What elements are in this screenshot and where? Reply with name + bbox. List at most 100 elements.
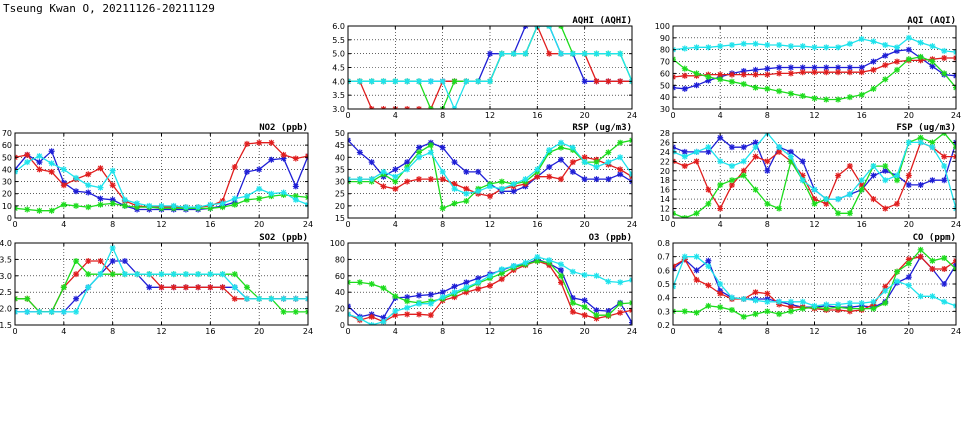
data-point <box>475 279 482 286</box>
data-point <box>97 271 104 278</box>
data-point <box>929 177 936 184</box>
data-point <box>681 163 688 170</box>
data-point <box>693 82 700 89</box>
data-point <box>870 163 877 170</box>
x-tick-label: 20 <box>254 220 264 229</box>
data-point <box>487 272 493 279</box>
chart-panel: AQI (AQI) 30 40 50 60 70 80 90 100 0 4 8 12 16 20 24 <box>655 16 961 120</box>
series-line <box>673 56 956 101</box>
data-point <box>219 200 226 207</box>
data-point <box>929 58 936 65</box>
y-tick-label: 80 <box>335 255 345 264</box>
y-tick-label: 30 <box>2 178 12 187</box>
data-point <box>752 71 759 78</box>
x-tick-label: 12 <box>156 327 166 336</box>
data-point <box>835 44 842 51</box>
data-point <box>546 147 553 153</box>
data-point <box>941 163 948 170</box>
data-point <box>280 308 287 315</box>
data-point <box>439 205 446 212</box>
data-point <box>705 257 712 264</box>
x-tick-label: 0 <box>345 111 350 120</box>
data-point <box>158 271 165 278</box>
data-point <box>416 144 422 151</box>
data-point <box>510 181 517 187</box>
series-group <box>673 133 956 218</box>
data-point <box>121 196 128 203</box>
data-point <box>617 139 624 146</box>
data-point <box>439 144 446 151</box>
data-point <box>558 176 564 183</box>
x-tick-label: 0 <box>345 327 350 336</box>
data-point <box>48 148 55 155</box>
data-point <box>776 70 783 77</box>
data-point <box>605 312 612 319</box>
data-point <box>48 160 55 167</box>
data-point <box>894 66 901 73</box>
data-point <box>498 50 505 57</box>
data-point <box>605 176 612 183</box>
data-point <box>36 166 43 173</box>
data-point <box>728 78 735 85</box>
data-point <box>776 88 783 95</box>
data-point <box>693 276 700 283</box>
y-tick-label: 12 <box>660 205 670 214</box>
data-point <box>752 66 759 73</box>
x-tick-label: 8 <box>440 220 445 229</box>
data-point <box>787 70 794 77</box>
y-tick-label: 40 <box>2 165 12 174</box>
y-tick-label: 60 <box>660 69 670 78</box>
series-group <box>348 137 632 212</box>
y-tick-label: 1.5 <box>0 321 12 330</box>
data-point <box>870 298 877 305</box>
x-tick-label: 16 <box>857 220 867 229</box>
data-point <box>121 202 128 209</box>
data-point <box>73 271 80 278</box>
data-point <box>231 164 238 170</box>
data-point <box>705 77 712 84</box>
data-point <box>617 78 624 85</box>
data-point <box>764 85 771 92</box>
data-point <box>48 308 55 315</box>
data-point <box>917 293 924 300</box>
data-point <box>121 271 128 278</box>
data-point <box>292 196 299 203</box>
data-point <box>439 294 446 301</box>
data-point <box>569 308 576 315</box>
data-point <box>693 267 700 274</box>
data-point <box>705 282 712 289</box>
data-point <box>764 167 771 174</box>
data-point <box>617 171 624 178</box>
data-point <box>256 195 263 202</box>
y-tick-label: 3.0 <box>0 272 12 281</box>
data-point <box>799 69 806 76</box>
data-point <box>581 78 588 85</box>
y-tick-label: 0.7 <box>657 253 670 262</box>
data-point <box>917 139 924 146</box>
data-point <box>558 261 564 268</box>
data-point <box>799 298 806 305</box>
data-point <box>717 205 724 212</box>
data-point <box>522 176 529 183</box>
data-point <box>292 183 299 190</box>
y-tick-label: 4.5 <box>332 64 345 73</box>
data-point <box>728 163 735 170</box>
data-point <box>243 140 250 147</box>
data-point <box>752 40 759 47</box>
data-point <box>705 186 712 193</box>
data-point <box>24 159 31 166</box>
data-point <box>498 266 505 273</box>
data-point <box>231 201 238 208</box>
data-point <box>617 50 624 57</box>
data-point <box>280 151 287 158</box>
data-point <box>882 283 889 290</box>
x-tick-label: 20 <box>254 327 264 336</box>
data-point <box>799 177 806 184</box>
data-point <box>558 50 564 57</box>
data-point <box>404 294 411 301</box>
data-point <box>728 306 735 313</box>
data-point <box>182 204 189 211</box>
data-point <box>416 300 422 307</box>
data-point <box>195 204 202 211</box>
y-tick-label: 4.0 <box>0 239 12 248</box>
